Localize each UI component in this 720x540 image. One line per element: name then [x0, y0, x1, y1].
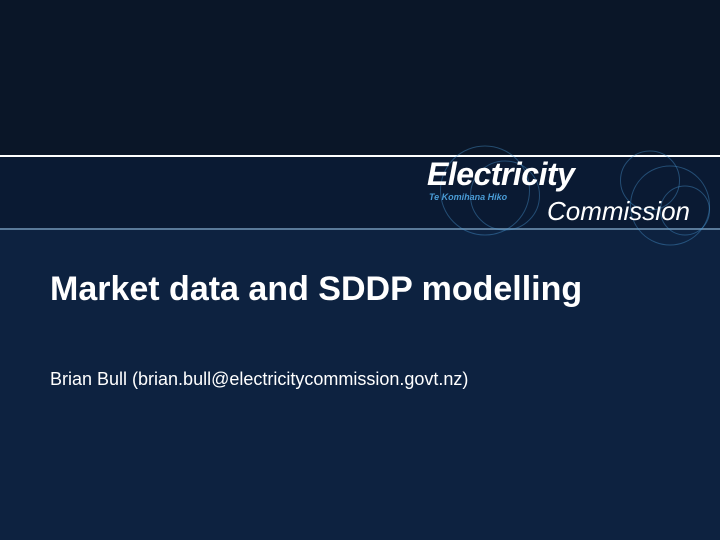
logo-commission-text: Commission [547, 196, 690, 227]
content-section: Market data and SDDP modelling Brian Bul… [0, 230, 720, 540]
logo-sub-text: Te Komihana Hiko [429, 192, 507, 202]
top-section [0, 0, 720, 155]
logo-container: Electricity Te Komihana Hiko Commission [427, 158, 690, 227]
slide-title: Market data and SDDP modelling [50, 270, 670, 309]
banner-section: Electricity Te Komihana Hiko Commission [0, 155, 720, 230]
logo-main-text: Electricity [427, 158, 574, 190]
slide-author: Brian Bull (brian.bull@electricitycommis… [50, 369, 670, 390]
presentation-slide: Electricity Te Komihana Hiko Commission … [0, 0, 720, 540]
